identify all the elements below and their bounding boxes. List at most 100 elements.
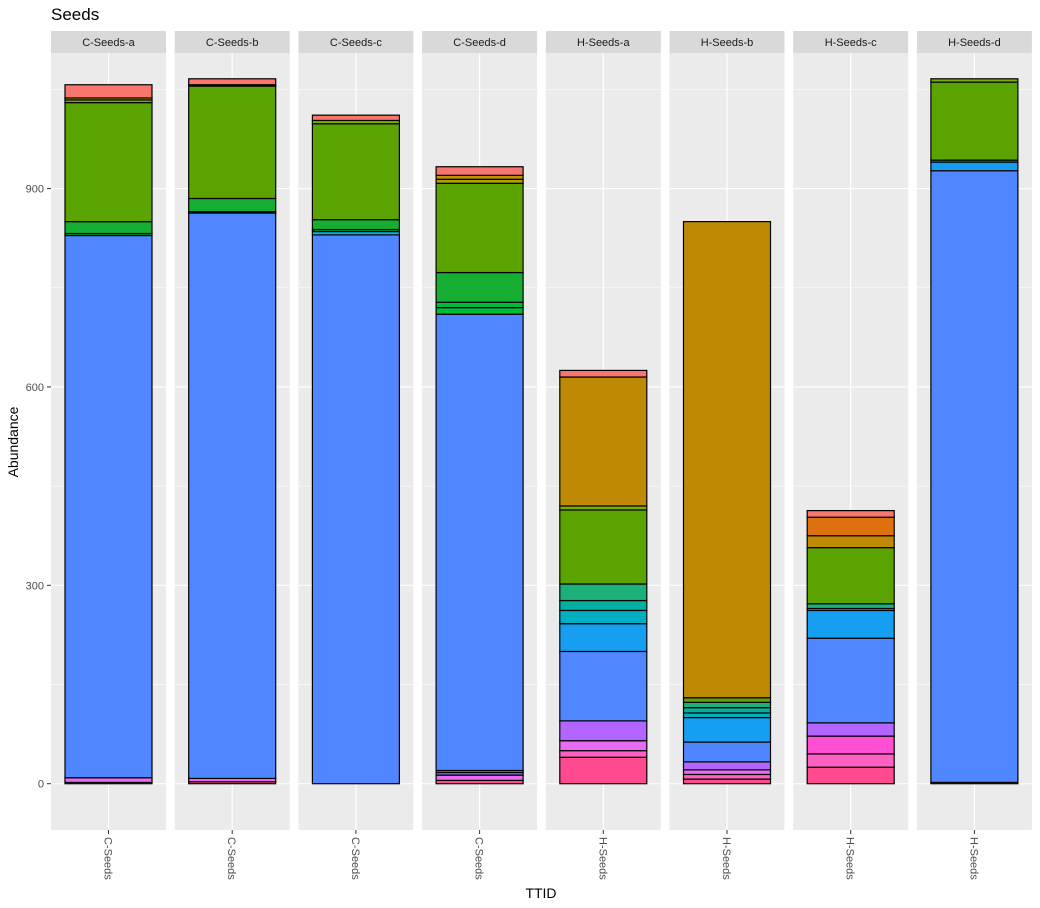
bar-segment (188, 212, 277, 780)
y-tick-label: 600 (26, 382, 44, 394)
bar-segment (559, 740, 648, 752)
facet-strip (174, 31, 290, 53)
x-tick-label: H-Seeds (844, 837, 856, 880)
facet-strip (51, 31, 166, 53)
bar-segment (559, 376, 648, 507)
facet-strip-label: H-Seeds-c (825, 37, 877, 49)
bar-segment (559, 720, 648, 742)
bar-segment (559, 509, 648, 585)
y-axis-label: Abundance (5, 406, 21, 477)
bar-segment (435, 166, 524, 176)
bar-segment (806, 637, 895, 724)
bar-segment (188, 78, 277, 86)
bar-segment (682, 761, 772, 771)
facet-H-Seeds-a: H-Seeds-a H-Seeds (545, 31, 661, 880)
bar-segment (806, 603, 895, 610)
bar-segment (559, 609, 648, 625)
bar-segment (559, 599, 648, 612)
facet-C-Seeds-d: C-Seeds-d C-Seeds (422, 31, 538, 880)
bar-segment (559, 369, 648, 378)
bar-segment (682, 716, 772, 743)
bar-segment (682, 712, 772, 719)
bar-segment (311, 234, 400, 785)
bar-segment (930, 161, 1019, 172)
y-axis: 0 300 600 900 (26, 184, 51, 791)
facet-H-Seeds-c: H-Seeds-c H-Seeds (793, 31, 909, 880)
bar-segment (806, 722, 895, 737)
x-axis-label: TTID (525, 885, 556, 901)
x-tick-label: C-Seeds (349, 837, 361, 880)
facet-strip-label: C-Seeds-c (330, 37, 382, 49)
facet-strip-label: H-Seeds-a (577, 37, 630, 49)
facet-C-Seeds-a: C-Seeds-a C-Seeds (51, 31, 166, 880)
bar-segment (559, 650, 648, 722)
bar-segment (64, 101, 153, 223)
bar-segment (930, 78, 1019, 83)
bar-segment (682, 773, 772, 780)
bar-segment (559, 750, 648, 758)
facet-strip-label: H-Seeds-d (948, 37, 1001, 49)
chart-title: Seeds (51, 5, 99, 24)
y-tick-label: 0 (38, 779, 44, 791)
x-tick-label: C-Seeds (225, 837, 237, 880)
facet-panels: C-Seeds-aC-SeedsC-Seeds-bC-SeedsC-Seeds-… (51, 31, 1032, 880)
bar-segment (435, 313, 524, 772)
bar-segment (64, 777, 153, 783)
bar-segment (806, 510, 895, 518)
bar-segment (806, 735, 895, 755)
x-tick-label: H-Seeds (720, 837, 732, 880)
bar-segment (682, 701, 772, 709)
x-tick-label: H-Seeds (596, 837, 608, 880)
facet-strip-label: C-Seeds-d (453, 37, 506, 49)
bar-segment (559, 623, 648, 653)
bar-segment (682, 769, 772, 776)
x-tick-label: C-Seeds (473, 837, 485, 880)
bar-segment (435, 182, 524, 274)
bar-segment (435, 271, 524, 303)
bar-segment (806, 547, 895, 605)
bar-segment (559, 756, 648, 785)
facet-strip (916, 31, 1032, 53)
bar-segment (188, 85, 277, 200)
bar-segment (311, 123, 400, 221)
facet-strip-label: C-Seeds-a (82, 37, 135, 49)
bar-segment (435, 306, 524, 315)
facet-strip-label: C-Seeds-b (206, 37, 259, 49)
bar-segment (682, 221, 772, 699)
bar-segment (682, 707, 772, 714)
facet-strip (422, 31, 538, 53)
bar-segment (682, 741, 772, 763)
bar-segment (64, 221, 153, 235)
y-tick-label: 900 (26, 184, 44, 196)
facet-C-Seeds-b: C-Seeds-b C-Seeds (174, 31, 290, 880)
bar-segment (311, 114, 400, 122)
facet-H-Seeds-b: H-Seeds-b H-Seeds (669, 31, 785, 880)
bar-segment (64, 234, 153, 779)
bar-segment (682, 697, 772, 703)
bar-segment (188, 197, 277, 213)
bar-segment (559, 583, 648, 602)
bar-segment (930, 81, 1019, 161)
bar-segment (806, 766, 895, 785)
facet-strip (298, 31, 414, 53)
facet-strip-label: H-Seeds-b (701, 37, 754, 49)
bar-segment (435, 774, 524, 782)
bar-segment (806, 516, 895, 537)
y-tick-label: 300 (26, 580, 44, 592)
bar-segment (311, 219, 400, 231)
facet-strip (545, 31, 661, 53)
x-tick-label: H-Seeds (967, 837, 979, 880)
facet-strip (669, 31, 785, 53)
x-tick-label: C-Seeds (102, 837, 114, 880)
bar-segment (806, 753, 895, 768)
bar-segment (806, 535, 895, 549)
bar-segment (435, 301, 524, 309)
bar-segment (930, 170, 1019, 783)
facet-H-Seeds-d: H-Seeds-d H-Seeds (916, 31, 1032, 880)
bar-segment (682, 778, 772, 785)
facet-C-Seeds-c: C-Seeds-c C-Seeds (298, 31, 414, 880)
bar-segment (806, 609, 895, 639)
bar-segment (64, 84, 153, 99)
facet-strip (793, 31, 909, 53)
